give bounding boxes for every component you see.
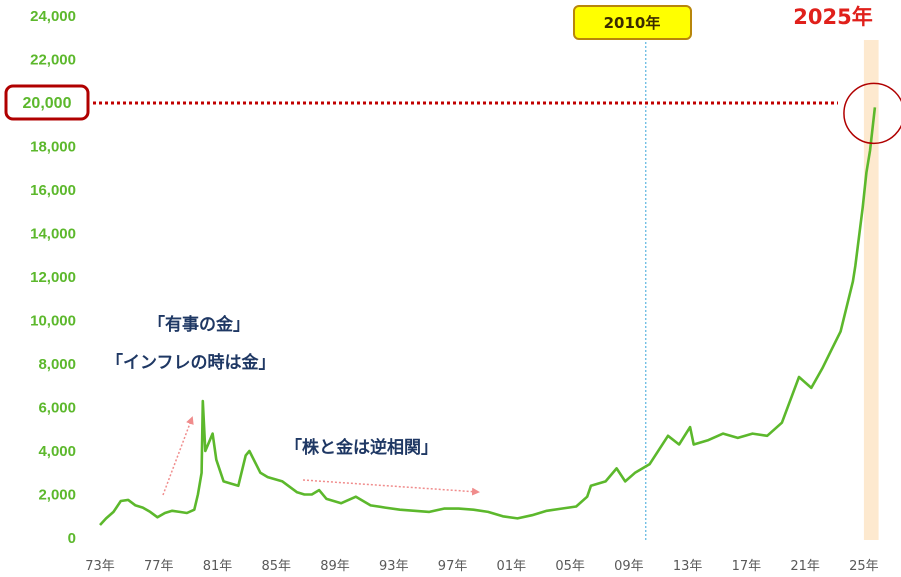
gold-price-line — [99, 107, 877, 526]
marker-tag-2010: 2010年 — [604, 14, 661, 32]
annotation-arrow-decline — [302, 479, 480, 496]
y-tick-label: 24,000 — [30, 8, 76, 25]
x-tick-label: 09年 — [614, 559, 644, 574]
latest-value-circle — [843, 82, 901, 145]
x-tick-label: 05年 — [555, 559, 585, 574]
x-tick-label: 77年 — [144, 559, 174, 574]
x-tick-label: 81年 — [203, 559, 233, 574]
x-tick-label: 89年 — [320, 559, 350, 574]
y-tick-label: 14,000 — [30, 226, 76, 243]
x-tick-label: 17年 — [732, 559, 762, 574]
y-tick-label: 12,000 — [30, 269, 76, 286]
reference-value-box — [4, 84, 90, 121]
annotation-inverse-correlation: 「株と金は逆相関」 — [285, 437, 438, 458]
x-tick-label: 73年 — [85, 559, 115, 574]
x-axis: 73年 77年 81年 85年 89年 93年 97年 01年 05年 09年 13年 17年 21年 2… — [85, 559, 878, 574]
y-tick-label: 6,000 — [38, 400, 76, 417]
x-tick-label: 25年 — [849, 559, 879, 574]
y-tick-label: 16,000 — [30, 182, 76, 199]
y-tick-label: 10,000 — [30, 313, 76, 330]
annotation-inflation: 「インフレの時は金」 — [106, 352, 276, 373]
x-tick-label: 01年 — [497, 559, 527, 574]
x-tick-label: 93年 — [379, 559, 409, 574]
x-tick-label: 97年 — [438, 559, 468, 574]
x-tick-label: 21年 — [790, 559, 820, 574]
y-tick-label: 0 — [68, 530, 76, 547]
reference-value-label: 20,000 — [23, 95, 72, 112]
x-tick-label: 13年 — [673, 559, 703, 574]
annotation-arrow-rise — [162, 416, 194, 496]
y-tick-label: 8,000 — [38, 356, 76, 373]
annotation-safe-haven: 「有事の金」 — [148, 314, 250, 335]
y-tick-label: 22,000 — [30, 52, 76, 69]
highlight-band-2025 — [863, 40, 879, 540]
y-tick-label: 2,000 — [38, 487, 76, 504]
x-tick-label: 85年 — [262, 559, 292, 574]
y-tick-label: 4,000 — [38, 443, 76, 460]
series-layer — [99, 107, 877, 526]
latest-year-label: 2025年 — [793, 5, 872, 29]
marker-tag-2010-box — [573, 5, 692, 40]
y-tick-label: 18,000 — [30, 139, 76, 156]
